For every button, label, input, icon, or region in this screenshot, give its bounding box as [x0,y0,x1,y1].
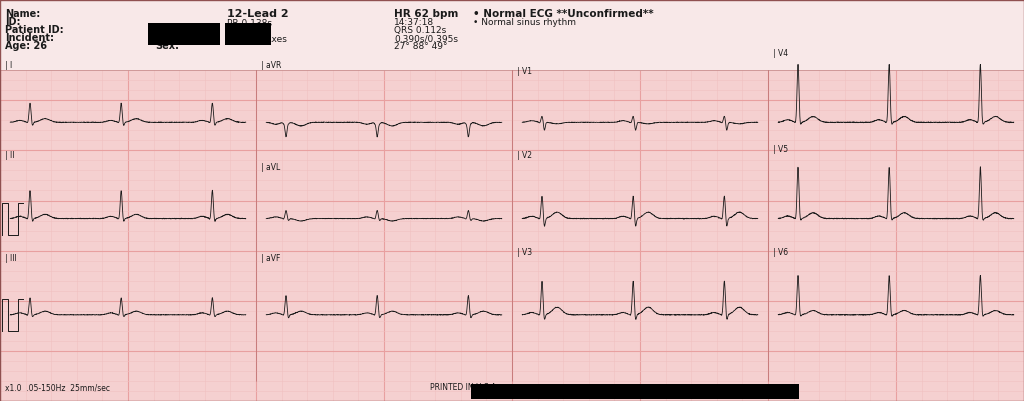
Text: • Normal sinus rhythm: • Normal sinus rhythm [473,18,577,27]
Bar [471,384,799,399]
Text: 12-Lead 2: 12-Lead 2 [227,9,289,19]
Text: | III: | III [5,254,16,263]
Text: | V3: | V3 [517,248,532,257]
Text: x1.0  .05-150Hz  25mm/sec: x1.0 .05-150Hz 25mm/sec [5,383,111,392]
Text: | V6: | V6 [773,248,788,257]
Text: | V2: | V2 [517,152,532,160]
Bar [0,0,1024,70]
Text: Age: 26: Age: 26 [5,41,47,51]
Text: P-QRS-T Axes: P-QRS-T Axes [227,35,287,44]
Text: Sex:: Sex: [156,41,179,51]
Text: • Normal ECG **Unconfirmed**: • Normal ECG **Unconfirmed** [473,9,653,19]
Text: QRS 0.112s: QRS 0.112s [394,26,446,35]
Text: | V1: | V1 [517,67,532,76]
Text: Incident:: Incident: [5,33,54,43]
Text: | aVR: | aVR [261,61,282,70]
Text: | V5: | V5 [773,146,788,154]
Text: 27° 88° 49°: 27° 88° 49° [394,42,447,51]
Text: | I: | I [5,61,12,70]
Bar [148,23,220,45]
Text: QT/QTc: QT/QTc [227,27,259,36]
Text: 14:37:18: 14:37:18 [394,18,434,27]
Text: PRINTED IN U.S.A.: PRINTED IN U.S.A. [430,383,499,392]
Text: | aVL: | aVL [261,164,281,172]
Bar [225,23,271,45]
Text: ID:: ID: [5,17,20,27]
Text: Patient ID:: Patient ID: [5,25,63,35]
Text: | aVF: | aVF [261,254,281,263]
Text: | II: | II [5,152,14,160]
Text: PR 0.138s: PR 0.138s [227,19,272,28]
Text: 0.390s/0.395s: 0.390s/0.395s [394,34,459,43]
Text: Name:: Name: [5,9,40,19]
Text: HR 62 bpm: HR 62 bpm [394,9,459,19]
Text: | V4: | V4 [773,49,788,58]
